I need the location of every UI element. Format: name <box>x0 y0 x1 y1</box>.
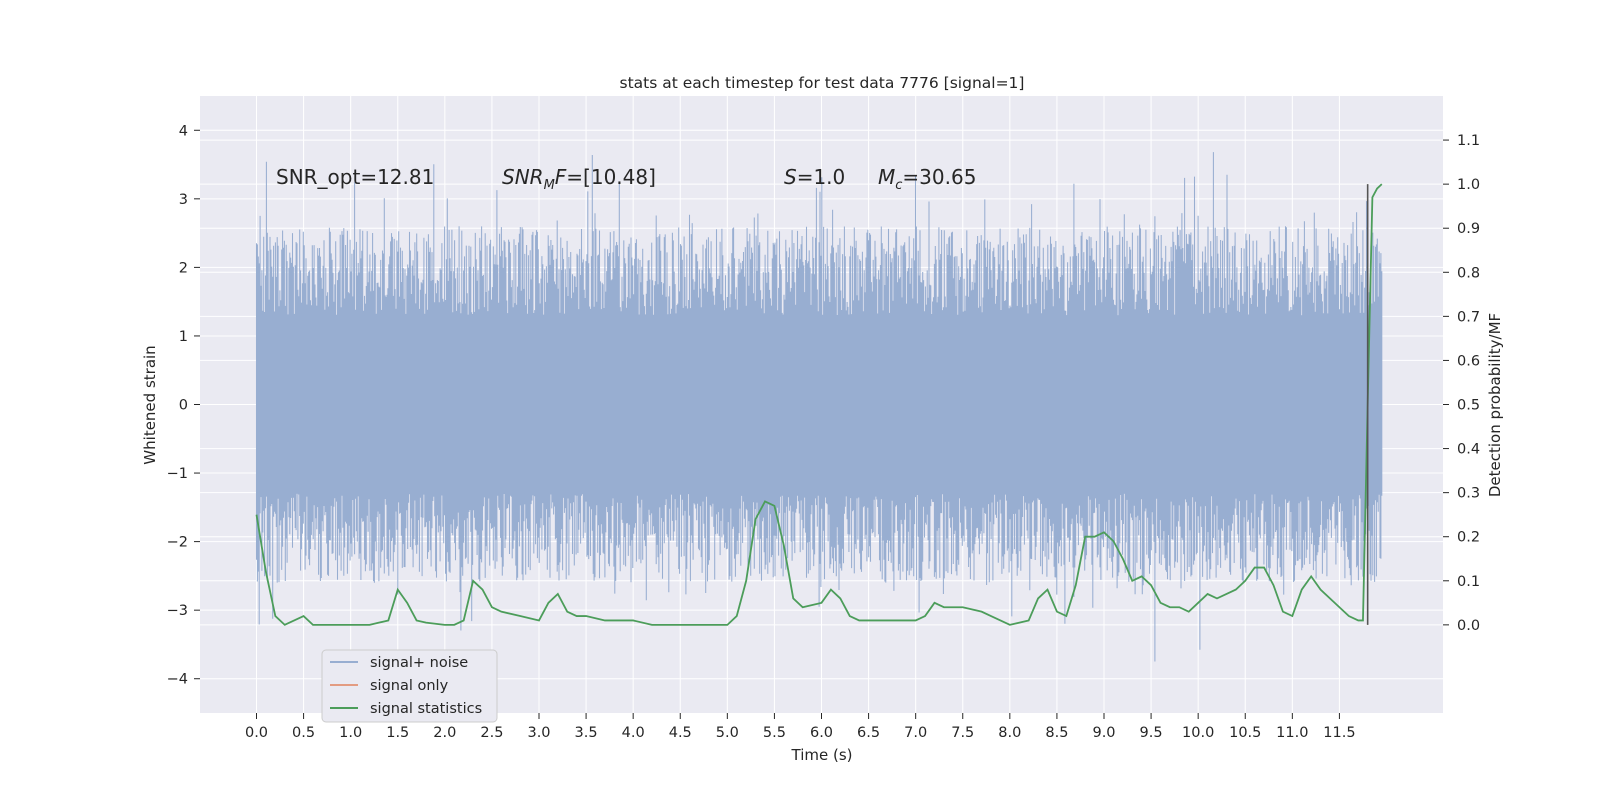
y-left-tick-label: 0 <box>179 398 188 414</box>
y-left-tick-label: 2 <box>179 260 188 276</box>
y-left-tick-label: 4 <box>179 123 188 139</box>
x-tick-label: 8.5 <box>1045 725 1068 741</box>
axis-ticks: 0.0 0.5 1.0 1.5 2.0 2.5 3.0 3.5 4.0 4.5 5.0 5.5 6.0 6… <box>167 123 1480 741</box>
y-left-tick-label: 1 <box>179 329 188 345</box>
x-axis-label: Time (s) <box>791 746 853 764</box>
x-tick-label: 1.0 <box>339 725 362 741</box>
series-signal-plus-noise <box>255 152 1383 662</box>
x-tick-label: 8.0 <box>998 725 1021 741</box>
x-tick-label: 3.5 <box>575 725 598 741</box>
legend-box <box>321 649 498 723</box>
y-right-tick-label: 0.8 <box>1457 265 1480 281</box>
x-tick-label: 10.0 <box>1182 725 1214 741</box>
statistics-line <box>255 183 1383 626</box>
x-tick-label: 10.5 <box>1229 725 1261 741</box>
x-tick-label: 3.0 <box>527 725 550 741</box>
x-tick-label: 6.5 <box>857 725 880 741</box>
y-left-tick-label: −3 <box>167 603 188 619</box>
x-tick-label: 11.0 <box>1276 725 1308 741</box>
y-axis-label-right: Detection probability/MF <box>1486 313 1504 497</box>
x-tick-label: 2.0 <box>433 725 456 741</box>
legend-label-noise: signal+ noise <box>370 655 468 671</box>
y-right-tick-label: 1.0 <box>1457 177 1480 193</box>
y-right-tick-label: 0.1 <box>1457 574 1480 590</box>
y-right-tick-label: 0.0 <box>1457 618 1480 634</box>
x-tick-label: 11.5 <box>1323 725 1355 741</box>
x-tick-label: 4.0 <box>622 725 645 741</box>
legend-label-signal: signal only <box>370 678 449 694</box>
x-tick-label: 0.0 <box>245 725 268 741</box>
y-left-tick-label: −2 <box>167 535 188 551</box>
y-axis-label-left: Whitened strain <box>141 345 159 464</box>
y-right-tick-label: 0.9 <box>1457 221 1480 237</box>
x-tick-label: 6.0 <box>810 725 833 741</box>
y-right-tick-label: 0.7 <box>1457 309 1480 325</box>
annotation-snr-mf: SNRMF=[10.48] <box>502 165 656 193</box>
y-left-tick-label: −1 <box>167 466 188 482</box>
x-tick-label: 9.5 <box>1140 725 1163 741</box>
y-right-tick-label: 0.4 <box>1457 442 1480 458</box>
legend: signal+ noise signal only signal statist… <box>321 649 498 723</box>
legend-label-stat: signal statistics <box>370 701 482 717</box>
noise-band <box>256 315 1382 494</box>
x-tick-label: 7.0 <box>904 725 927 741</box>
series-signal-statistics <box>255 183 1383 626</box>
x-tick-label: 9.0 <box>1092 725 1115 741</box>
y-right-tick-label: 0.3 <box>1457 486 1480 502</box>
y-left-tick-label: 3 <box>179 192 188 208</box>
annotation-mc: Mc=30.65 <box>878 165 976 193</box>
x-tick-label: 5.0 <box>716 725 739 741</box>
x-tick-label: 0.5 <box>292 725 315 741</box>
annotation-s: S=1.0 <box>784 165 845 189</box>
y-left-tick-label: −4 <box>167 672 188 688</box>
x-tick-label: 4.5 <box>669 725 692 741</box>
y-right-tick-label: 1.1 <box>1457 133 1480 149</box>
x-tick-label: 5.5 <box>763 725 786 741</box>
chart-title: stats at each timestep for test data 777… <box>620 74 1025 92</box>
x-tick-label: 7.5 <box>951 725 974 741</box>
y-right-tick-label: 0.2 <box>1457 530 1480 546</box>
annotation-snr-opt: SNR_opt=12.81 <box>276 165 434 189</box>
x-tick-label: 1.5 <box>386 725 409 741</box>
x-tick-label: 2.5 <box>480 725 503 741</box>
y-right-tick-label: 0.5 <box>1457 398 1480 414</box>
y-right-tick-label: 0.6 <box>1457 353 1480 369</box>
